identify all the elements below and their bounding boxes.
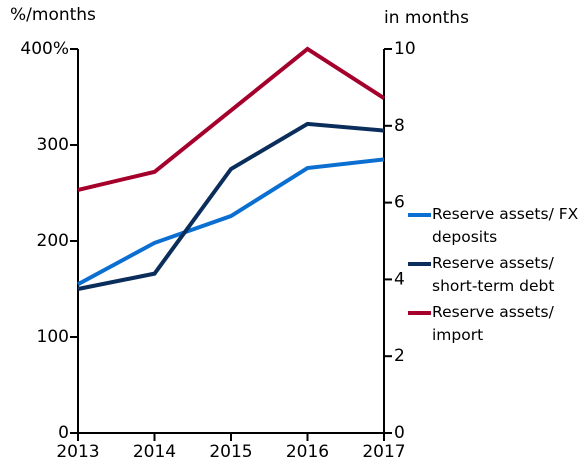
series-line	[77, 157, 385, 286]
y-axis-title: %/months	[10, 5, 96, 25]
y2-tick-label: 10	[394, 39, 416, 59]
y-tick-label: 0	[58, 423, 69, 443]
series-line	[77, 121, 385, 291]
y2-tick-label: 8	[394, 116, 405, 136]
y2-tick-label: 4	[394, 269, 405, 289]
y2-tick-label: 0	[394, 423, 405, 443]
y-tick-label: 200	[37, 231, 69, 251]
series-line	[77, 46, 386, 192]
x-tick-label: 2015	[209, 442, 252, 462]
y-tick-label: 300	[37, 135, 69, 155]
y2-tick-label: 6	[394, 193, 405, 213]
y-tick-label: 100	[37, 327, 69, 347]
legend-label: Reserve assets/ FX deposits	[432, 205, 579, 246]
x-tick-label: 2013	[56, 442, 99, 462]
y-tick-label: 400%	[20, 39, 69, 59]
y2-axis-title: in months	[384, 8, 469, 28]
x-tick-label: 2017	[362, 442, 405, 462]
x-tick-label: 2014	[133, 442, 176, 462]
legend-label: Reserve assets/ short-term debt	[432, 254, 555, 295]
x-tick-label: 2016	[286, 442, 329, 462]
legend-label: Reserve assets/ import	[432, 303, 554, 344]
y2-tick-label: 2	[394, 346, 405, 366]
